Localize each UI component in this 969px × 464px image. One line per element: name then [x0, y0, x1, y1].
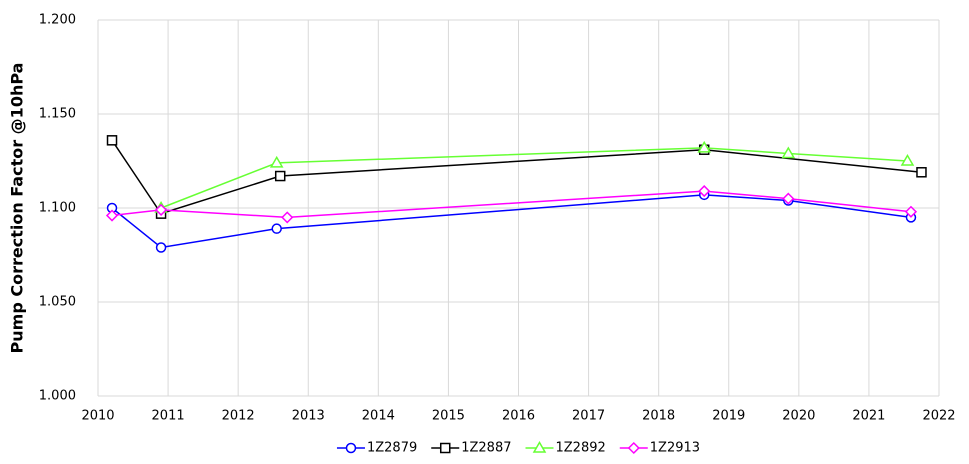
marker: [105, 209, 119, 222]
marker: [916, 167, 927, 178]
legend-item: 1Z2879: [336, 441, 417, 456]
legend-label: 1Z2913: [650, 441, 700, 456]
series-line: [111, 190, 912, 219]
marker: [106, 135, 118, 146]
x-tick-label: 2014: [362, 409, 395, 424]
legend-label: 1Z2879: [367, 441, 417, 456]
marker: [271, 223, 282, 234]
marker: [781, 146, 796, 159]
y-tick-label: 1.150: [39, 107, 76, 122]
marker: [155, 203, 168, 216]
y-tick-label: 1.000: [39, 389, 76, 404]
x-tick-label: 2012: [222, 409, 255, 424]
x-tick-label: 2019: [712, 409, 745, 424]
x-tick-label: 2021: [852, 409, 885, 424]
marker: [627, 441, 640, 455]
x-tick-label: 2022: [922, 409, 955, 424]
marker: [900, 154, 915, 166]
marker: [269, 155, 284, 168]
y-axis-label: Pump Correction Factor @10hPa: [8, 63, 27, 354]
x-tick-label: 2015: [432, 409, 465, 424]
marker: [904, 205, 918, 218]
legend: 1Z2879 1Z2887 1Z2892 1Z2913: [336, 441, 700, 456]
marker: [698, 185, 711, 198]
marker: [345, 442, 357, 454]
marker: [281, 211, 294, 224]
x-tick-label: 2017: [572, 409, 605, 424]
marker: [274, 170, 286, 182]
legend-label: 1Z2887: [461, 441, 511, 456]
marker: [697, 140, 712, 153]
y-tick-label: 1.200: [39, 13, 76, 28]
legend-item: 1Z2892: [525, 441, 606, 456]
marker: [155, 242, 167, 253]
x-tick-label: 2016: [502, 409, 535, 424]
legend-label: 1Z2892: [556, 441, 606, 456]
x-tick-label: 2020: [782, 409, 815, 424]
x-tick-label: 2018: [642, 409, 675, 424]
marker: [782, 192, 795, 205]
marker: [439, 442, 451, 454]
y-tick-label: 1.100: [39, 201, 76, 216]
legend-item: 1Z2887: [431, 441, 512, 456]
x-tick-label: 2013: [292, 409, 325, 424]
marker: [532, 441, 547, 453]
x-tick-label: 2011: [152, 409, 185, 424]
series-line: [111, 194, 912, 249]
y-tick-label: 1.050: [39, 295, 76, 310]
x-tick-label: 2010: [81, 409, 114, 424]
legend-item: 1Z2913: [619, 441, 700, 456]
